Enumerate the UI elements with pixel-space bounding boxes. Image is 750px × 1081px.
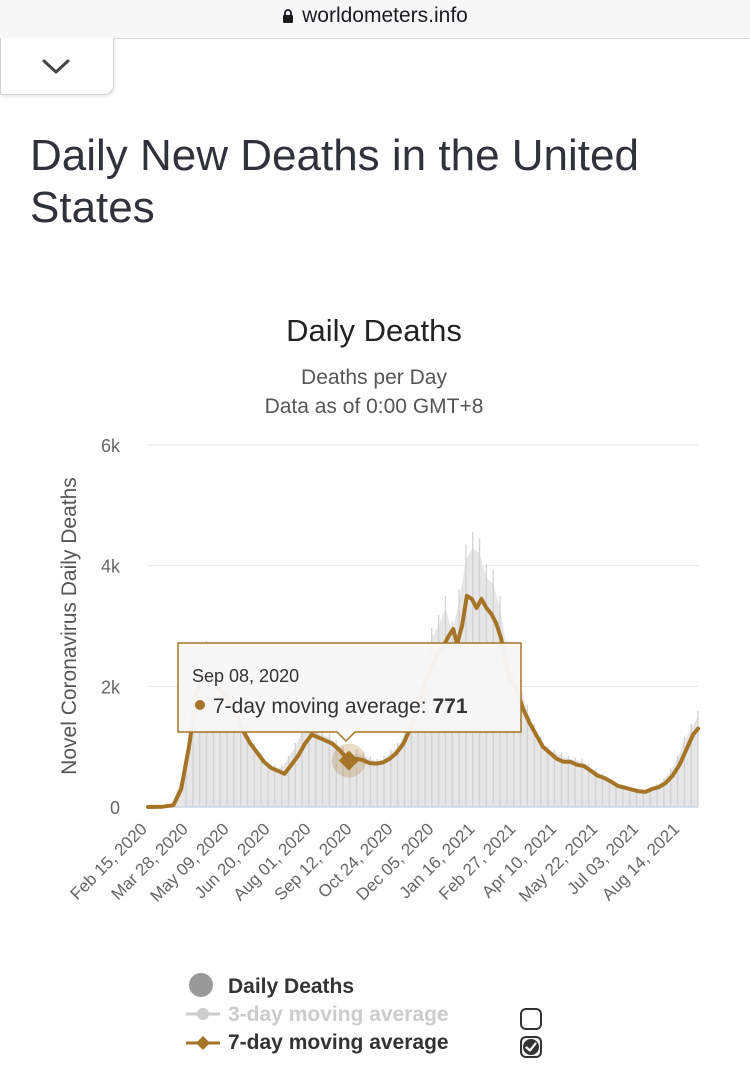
daily-deaths-chart: Daily Deaths Deaths per Day Data as of 0…	[58, 313, 700, 906]
chart-subtitle-date: Data as of 0:00 GMT+8	[265, 395, 484, 418]
legend-label: 3-day moving average	[228, 1003, 449, 1026]
tooltip-value: 771	[432, 695, 467, 718]
tooltip: Sep 08, 2020 7-day moving average: 771	[177, 642, 522, 743]
svg-text:7-day moving average: 771: 7-day moving average: 771	[213, 695, 468, 718]
y-tick-label: 4k	[101, 557, 121, 577]
chevron-down-icon	[42, 59, 70, 74]
page-title: Daily New Deaths in the United States	[30, 131, 639, 232]
legend-label: Daily Deaths	[228, 975, 355, 998]
seven-day-average-line	[146, 593, 700, 809]
y-axis-title: Novel Coronavirus Daily Deaths	[58, 477, 81, 775]
url-text: worldometers.info	[302, 4, 468, 27]
collapse-toggle-button[interactable]	[0, 38, 114, 95]
legend-label: 7-day moving average	[228, 1031, 449, 1054]
checkmark-icon	[523, 1039, 539, 1055]
browser-address-bar[interactable]: worldometers.info	[0, 0, 750, 39]
hover-marker	[331, 743, 366, 778]
3-day-average-checkbox[interactable]	[520, 1008, 542, 1030]
y-tick-label: 0	[110, 798, 120, 818]
y-tick-label: 2k	[101, 677, 121, 697]
line-diamond-icon	[186, 1036, 220, 1050]
lock-icon	[283, 9, 294, 23]
moving-average-line	[146, 593, 700, 809]
hover-point-marker	[338, 750, 359, 771]
tooltip-box	[177, 642, 522, 743]
y-axis-ticks: 0 2k 4k 6k	[101, 436, 121, 818]
chart-subtitle: Deaths per Day	[301, 366, 447, 389]
url-display[interactable]: worldometers.info	[0, 4, 750, 28]
tooltip-series-label: 7-day moving average:	[213, 695, 427, 718]
line-circle-icon	[186, 1008, 220, 1020]
7-day-average-checkbox[interactable]	[520, 1036, 542, 1058]
gray-circle-icon	[189, 973, 213, 997]
tooltip-date: Sep 08, 2020	[192, 666, 299, 686]
tooltip-series-dot	[195, 700, 205, 710]
y-tick-label: 6k	[101, 436, 121, 456]
chart-title: Daily Deaths	[286, 313, 462, 348]
